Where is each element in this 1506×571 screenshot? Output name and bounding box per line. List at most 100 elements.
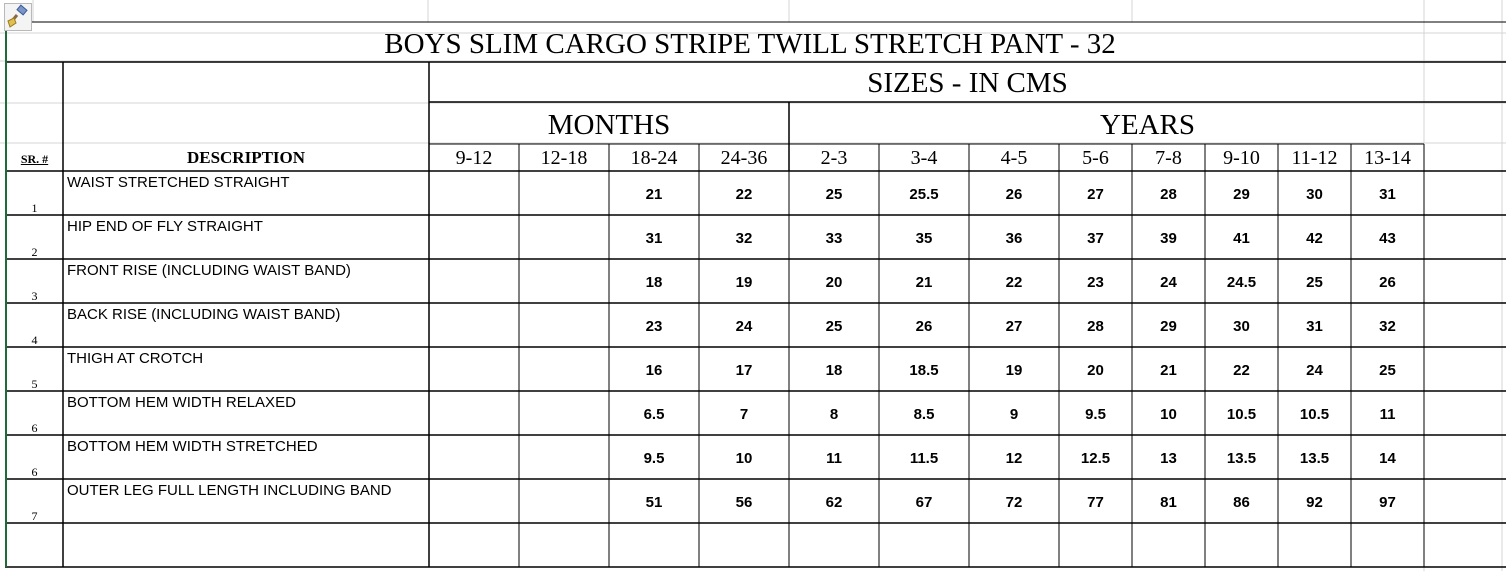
row-description[interactable]: WAIST STRETCHED STRAIGHT <box>67 174 290 191</box>
measurement-cell[interactable]: 35 <box>915 230 933 247</box>
measurement-cell[interactable]: 19 <box>735 274 753 291</box>
measurement-cell[interactable] <box>519 259 609 303</box>
measurement-cell[interactable]: 22 <box>1233 362 1250 379</box>
measurement-cell[interactable]: 9.5 <box>643 450 665 467</box>
measurement-cell[interactable]: 24 <box>1160 274 1177 291</box>
measurement-cell[interactable] <box>429 259 519 303</box>
measurement-cell[interactable] <box>429 215 519 259</box>
measurement-cell[interactable] <box>519 303 609 347</box>
measurement-cell[interactable] <box>519 347 609 391</box>
measurement-cell[interactable]: 29 <box>1233 186 1250 203</box>
measurement-cell[interactable]: 51 <box>645 494 663 511</box>
measurement-cell[interactable]: 67 <box>915 494 933 511</box>
size-column-5-6[interactable]: 5-6 <box>1082 147 1109 169</box>
description-header[interactable]: DESCRIPTION <box>186 148 306 167</box>
row-sr[interactable]: 6 <box>31 465 38 479</box>
measurement-cell[interactable]: 24 <box>735 318 753 335</box>
measurement-cell[interactable] <box>429 171 519 215</box>
measurement-cell[interactable]: 17 <box>735 362 753 379</box>
size-column-18-24[interactable]: 18-24 <box>630 147 678 169</box>
measurement-cell[interactable] <box>519 171 609 215</box>
measurement-cell[interactable]: 10 <box>1160 406 1177 423</box>
size-column-4-5[interactable]: 4-5 <box>1000 147 1028 169</box>
measurement-cell[interactable]: 62 <box>825 494 843 511</box>
measurement-cell[interactable]: 11 <box>1379 406 1396 423</box>
measurement-cell[interactable]: 25 <box>1306 274 1323 291</box>
measurement-cell[interactable]: 28 <box>1087 318 1104 335</box>
measurement-cell[interactable]: 23 <box>645 318 663 335</box>
size-column-9-12[interactable]: 9-12 <box>455 147 493 169</box>
size-column-12-18[interactable]: 12-18 <box>540 147 588 169</box>
row-sr[interactable]: 4 <box>31 333 38 347</box>
measurement-cell[interactable] <box>429 479 519 523</box>
sizes-header[interactable]: SIZES - IN CMS <box>867 67 1068 99</box>
measurement-cell[interactable]: 16 <box>645 362 663 379</box>
measurement-cell[interactable]: 13.5 <box>1299 450 1330 467</box>
measurement-cell[interactable]: 86 <box>1233 494 1250 511</box>
measurement-cell[interactable]: 10.5 <box>1226 406 1257 423</box>
measurement-cell[interactable]: 19 <box>1005 362 1023 379</box>
measurement-cell[interactable]: 12 <box>1005 450 1023 467</box>
measurement-cell[interactable]: 77 <box>1087 494 1104 511</box>
measurement-cell[interactable]: 92 <box>1306 494 1323 511</box>
measurement-cell[interactable]: 10 <box>735 450 753 467</box>
size-column-9-10[interactable]: 9-10 <box>1223 147 1260 169</box>
measurement-cell[interactable]: 41 <box>1233 230 1250 247</box>
measurement-cell[interactable]: 24 <box>1306 362 1323 379</box>
size-column-24-36[interactable]: 24-36 <box>720 147 768 169</box>
measurement-cell[interactable]: 36 <box>1005 230 1023 247</box>
size-column-3-4[interactable]: 3-4 <box>910 147 938 169</box>
row-description[interactable]: FRONT RISE (INCLUDING WAIST BAND) <box>67 262 351 279</box>
measurement-cell[interactable]: 32 <box>1379 318 1396 335</box>
row-sr[interactable]: 3 <box>31 289 38 303</box>
measurement-cell[interactable]: 81 <box>1160 494 1177 511</box>
row-sr[interactable]: 2 <box>31 245 38 259</box>
measurement-cell[interactable]: 18 <box>825 362 843 379</box>
row-description[interactable]: OUTER LEG FULL LENGTH INCLUDING BAND <box>67 482 392 499</box>
measurement-cell[interactable]: 25 <box>825 186 843 203</box>
measurement-cell[interactable] <box>429 347 519 391</box>
measurement-cell[interactable]: 20 <box>825 274 843 291</box>
measurement-cell[interactable]: 9.5 <box>1085 406 1106 423</box>
measurement-cell[interactable]: 30 <box>1306 186 1323 203</box>
measurement-cell[interactable]: 26 <box>915 318 933 335</box>
measurement-cell[interactable]: 56 <box>735 494 753 511</box>
measurement-cell[interactable]: 27 <box>1087 186 1104 203</box>
measurement-cell[interactable]: 21 <box>915 274 933 291</box>
row-sr[interactable]: 5 <box>31 377 38 391</box>
format-painter-button[interactable] <box>4 3 32 31</box>
measurement-cell[interactable]: 21 <box>645 186 663 203</box>
measurement-cell[interactable]: 11 <box>826 450 842 467</box>
row-sr[interactable]: 7 <box>31 509 38 523</box>
measurement-cell[interactable]: 26 <box>1005 186 1023 203</box>
measurement-cell[interactable]: 18 <box>645 274 663 291</box>
size-column-7-8[interactable]: 7-8 <box>1155 147 1182 169</box>
size-column-13-14[interactable]: 13-14 <box>1364 147 1411 169</box>
measurement-cell[interactable] <box>429 391 519 435</box>
measurement-cell[interactable]: 28 <box>1160 186 1177 203</box>
measurement-cell[interactable] <box>519 479 609 523</box>
measurement-cell[interactable]: 25 <box>825 318 843 335</box>
measurement-cell[interactable]: 37 <box>1087 230 1104 247</box>
measurement-cell[interactable]: 18.5 <box>909 362 939 379</box>
measurement-cell[interactable]: 11.5 <box>909 450 939 467</box>
measurement-cell[interactable]: 72 <box>1005 494 1023 511</box>
measurement-cell[interactable]: 42 <box>1306 230 1323 247</box>
measurement-cell[interactable]: 26 <box>1379 274 1396 291</box>
measurement-cell[interactable]: 13.5 <box>1226 450 1257 467</box>
measurement-cell[interactable] <box>429 435 519 479</box>
measurement-cell[interactable]: 30 <box>1233 318 1250 335</box>
measurement-cell[interactable]: 32 <box>735 230 753 247</box>
size-column-2-3[interactable]: 2-3 <box>820 147 848 169</box>
row-description[interactable]: BOTTOM HEM WIDTH RELAXED <box>67 394 296 411</box>
years-header[interactable]: YEARS <box>1099 109 1196 141</box>
row-description[interactable]: HIP END OF FLY STRAIGHT <box>67 218 263 235</box>
measurement-cell[interactable]: 12.5 <box>1080 450 1111 467</box>
measurement-cell[interactable]: 13 <box>1160 450 1177 467</box>
measurement-cell[interactable]: 20 <box>1087 362 1104 379</box>
row-sr[interactable]: 1 <box>31 201 38 215</box>
measurement-cell[interactable]: 22 <box>735 186 753 203</box>
measurement-cell[interactable]: 25.5 <box>909 186 939 203</box>
measurement-cell[interactable]: 29 <box>1160 318 1177 335</box>
measurement-cell[interactable]: 31 <box>645 230 663 247</box>
